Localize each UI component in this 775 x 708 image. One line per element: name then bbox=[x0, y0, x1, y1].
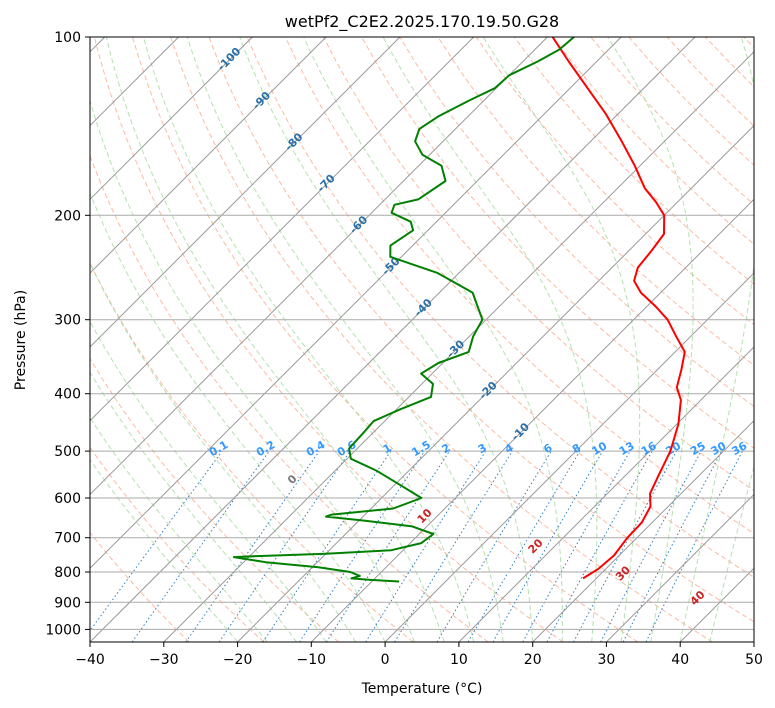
mixing-ratio-line bbox=[299, 450, 426, 642]
moist-adiabat-line bbox=[142, 37, 475, 642]
moist-adiabat-line bbox=[482, 37, 641, 642]
mixing-ratio-lines bbox=[90, 450, 743, 642]
dry-adiabat-line bbox=[90, 446, 265, 642]
moist-adiabat-line bbox=[679, 37, 754, 642]
isotherms bbox=[90, 37, 754, 642]
y-axis: 100 200 300 400 500 600 700 800 900 1000 bbox=[45, 30, 90, 638]
y-tick-label: 200 bbox=[54, 208, 81, 224]
y-tick-label: 500 bbox=[54, 444, 81, 460]
dry-adiabat-line bbox=[323, 37, 754, 492]
y-tick-label: 300 bbox=[54, 313, 81, 329]
mixing-ratio-line bbox=[90, 450, 223, 632]
mixing-ratio-line bbox=[394, 450, 513, 642]
isotherm-line bbox=[90, 37, 327, 274]
x-tick-label: −20 bbox=[223, 652, 253, 668]
x-tick-label: 10 bbox=[450, 652, 468, 668]
y-tick-label: 400 bbox=[54, 387, 81, 403]
dry-adiabat-line bbox=[170, 37, 713, 642]
isotherm-line bbox=[310, 198, 754, 642]
y-tick-label: 900 bbox=[54, 595, 81, 611]
isotherm-line bbox=[237, 124, 754, 642]
y-tick-label: 600 bbox=[54, 491, 81, 507]
isotherm-line bbox=[163, 51, 754, 642]
mixing-ratio-line bbox=[522, 450, 631, 642]
isotherm-line bbox=[532, 419, 754, 642]
dewpoint-line bbox=[232, 37, 575, 583]
profiles bbox=[232, 37, 686, 583]
moist-adiabat-line bbox=[709, 465, 754, 642]
isotherm-line bbox=[90, 37, 548, 496]
mixing-ratio-line bbox=[325, 450, 450, 642]
moist-adiabat-line bbox=[303, 37, 563, 642]
x-tick-label: 0 bbox=[381, 652, 390, 668]
moist-adiabat-line bbox=[90, 458, 238, 642]
x-tick-label: 50 bbox=[745, 652, 763, 668]
moist-adiabat-line bbox=[90, 191, 386, 642]
y-tick-label: 100 bbox=[54, 30, 81, 46]
y-tick-label: 700 bbox=[54, 531, 81, 547]
mixing-ratio-line bbox=[185, 450, 320, 642]
dry-adiabat-line bbox=[361, 37, 754, 449]
isotherm-line bbox=[606, 493, 754, 642]
plot-area bbox=[90, 37, 754, 642]
x-tick-label: −30 bbox=[149, 652, 179, 668]
mixing-ratio-line bbox=[645, 450, 743, 642]
dry-adiabats bbox=[90, 37, 754, 642]
x-tick-label: −40 bbox=[75, 652, 105, 668]
x-axis-label: Temperature (°C) bbox=[361, 681, 483, 697]
y-axis-label: Pressure (hPa) bbox=[13, 290, 29, 390]
x-tick-label: 30 bbox=[597, 652, 615, 668]
moist-adiabat-line bbox=[186, 37, 504, 642]
isotherm-line bbox=[90, 37, 622, 569]
dry-adiabat-line bbox=[90, 357, 339, 642]
isobars bbox=[90, 37, 754, 630]
isotherm-line bbox=[458, 346, 754, 642]
moist-adiabat-line bbox=[90, 416, 268, 642]
isotherm-line bbox=[90, 37, 253, 201]
mixing-ratio-line bbox=[573, 450, 677, 642]
dry-adiabat-line bbox=[208, 37, 754, 623]
mixing-ratio-line bbox=[262, 450, 392, 642]
dry-adiabat-line bbox=[132, 37, 639, 642]
x-tick-label: 40 bbox=[671, 652, 689, 668]
y-tick-label: 800 bbox=[54, 565, 81, 581]
x-tick-label: 20 bbox=[524, 652, 542, 668]
isotherm-line bbox=[90, 37, 696, 642]
moist-adiabat-line bbox=[90, 99, 416, 642]
moist-adiabat-line bbox=[105, 37, 445, 642]
dry-adiabat-line bbox=[93, 37, 564, 642]
y-tick-label: 1000 bbox=[45, 622, 81, 638]
x-axis: −40 −30 −20 −10 0 10 20 30 40 50 bbox=[75, 642, 763, 668]
isotherm-line bbox=[90, 37, 401, 348]
isotherm-line bbox=[90, 37, 475, 422]
dry-adiabat-line bbox=[90, 154, 489, 642]
dry-adiabat-line bbox=[90, 531, 190, 642]
temperature-line bbox=[551, 37, 686, 580]
moist-adiabat-line bbox=[382, 37, 598, 642]
mixing-ratio-line bbox=[218, 450, 351, 642]
chart-title: wetPf2_C2E2.2025.170.19.50.G28 bbox=[285, 12, 559, 32]
dry-adiabat-line bbox=[437, 37, 754, 366]
mixing-ratio-line bbox=[131, 450, 270, 642]
background-lines bbox=[90, 37, 754, 642]
moist-adiabat-line bbox=[90, 262, 357, 642]
dry-adiabat-line bbox=[284, 37, 754, 535]
x-tick-label: −10 bbox=[297, 652, 327, 668]
moist-adiabat-line bbox=[239, 37, 534, 642]
moist-adiabat-line bbox=[607, 37, 694, 642]
isotherm-line bbox=[384, 272, 754, 642]
mixing-ratio-line bbox=[546, 450, 653, 642]
plot-frame bbox=[89, 36, 755, 643]
